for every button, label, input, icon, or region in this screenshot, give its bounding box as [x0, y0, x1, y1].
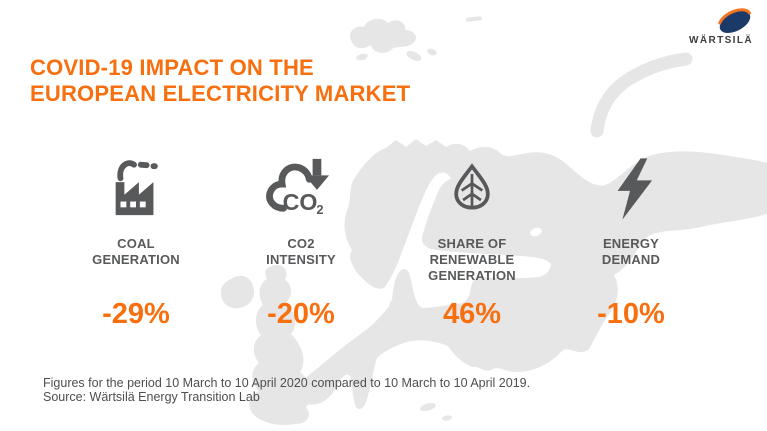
factory-icon [115, 160, 158, 216]
map-island [427, 48, 437, 56]
page-title: COVID-19 IMPACT ON THE EUROPEAN ELECTRIC… [30, 55, 410, 107]
map-island [406, 51, 422, 61]
stat-column-energy-demand: ENERGY DEMAND -10% [546, 150, 716, 336]
stat-icon-box [387, 150, 557, 232]
stat-icon-box: CO 2 [216, 150, 386, 232]
logo-wordmark: WÄRTSILÄ [689, 35, 753, 46]
lightning-icon [617, 158, 653, 220]
stat-icon-box [51, 150, 221, 232]
co2-icon-subscript: 2 [316, 203, 323, 216]
page-title-line2: EUROPEAN ELECTRICITY MARKET [30, 81, 411, 106]
stat-label: COAL GENERATION [92, 236, 180, 267]
stat-value: -10% [597, 298, 665, 330]
stat-value: -20% [267, 298, 335, 330]
stat-icon-box [546, 150, 716, 232]
wartsila-logo-mark-icon [718, 8, 751, 33]
footnote: Figures for the period 10 March to 10 Ap… [43, 376, 531, 404]
co2-icon-text: CO [283, 189, 318, 215]
leaf-icon [454, 163, 490, 210]
wartsila-logo: WÄRTSILÄ [683, 6, 759, 46]
stat-column-co2-intensity: CO 2 CO2 INTENSITY -20% [216, 150, 386, 336]
map-ireland [221, 275, 255, 309]
map-island [466, 16, 482, 22]
stat-label: SHARE OF RENEWABLE GENERATION [428, 236, 516, 283]
stat-column-renewable-share: SHARE OF RENEWABLE GENERATION 46% [387, 150, 557, 336]
map-great-britain [249, 264, 312, 425]
co2-cloud-arrow-icon: CO 2 [266, 158, 330, 216]
page-title-line1: COVID-19 IMPACT ON THE [30, 55, 314, 80]
footnote-period: Figures for the period 10 March to 10 Ap… [43, 376, 531, 390]
stat-value: 46% [442, 298, 502, 330]
map-island [356, 53, 368, 61]
map-svalbard [349, 18, 416, 53]
map-island [442, 415, 452, 421]
map-novaya-zemlya [590, 52, 693, 138]
footnote-source: Source: Wärtsilä Energy Transition Lab [43, 389, 260, 404]
map-mainland [293, 139, 767, 410]
stat-value: -29% [102, 298, 170, 330]
map-lake [530, 227, 542, 237]
map-island [420, 403, 436, 411]
stat-label: ENERGY DEMAND [601, 236, 661, 267]
stat-label: CO2 INTENSITY [266, 236, 336, 267]
stat-column-coal-generation: COAL GENERATION -29% [51, 150, 221, 336]
